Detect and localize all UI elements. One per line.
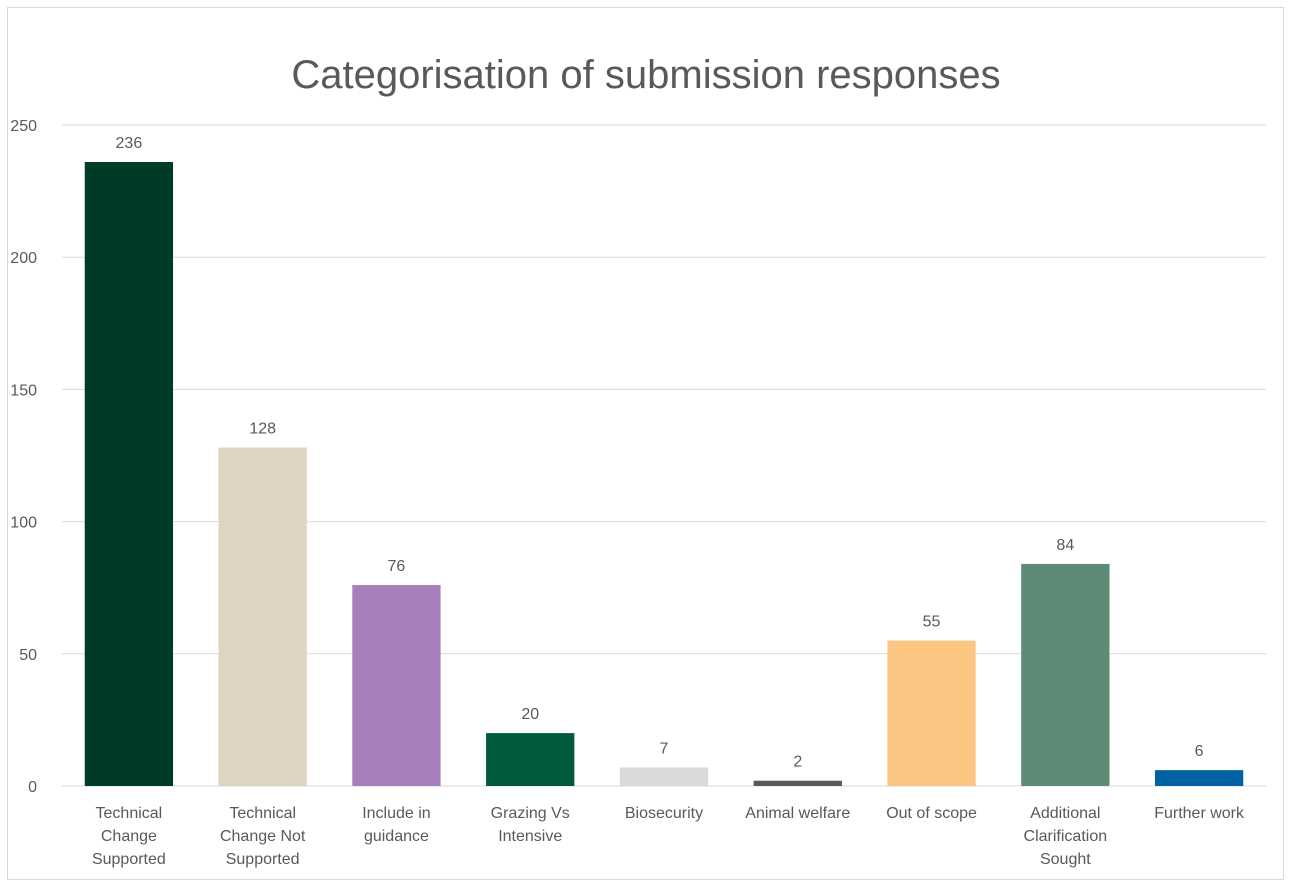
x-tick-label-line: Technical [96,805,163,822]
y-tick-label: 150 [10,382,37,399]
bar [352,585,441,786]
data-label: 76 [388,558,406,575]
x-tick-label: Animal welfare [745,805,850,822]
data-label: 6 [1195,743,1204,760]
bar [619,767,709,786]
x-tick-label-line: guidance [364,828,429,845]
x-tick-label-line: Biosecurity [625,805,703,822]
x-tick-label-line: Supported [226,851,300,868]
x-tick-label-line: Out of scope [886,805,977,822]
x-tick-label: Technical Change Supported [92,805,166,868]
x-tick-label-line: Include in [362,805,431,822]
x-tick-label: Include in guidance [362,805,431,845]
data-label: 2 [793,754,802,771]
data-label: 55 [923,614,941,631]
y-tick-label: 50 [19,647,37,664]
x-tick-label-line: Clarification [1024,828,1108,845]
bar [486,733,575,786]
x-tick-label: Grazing Vs Intensive [491,805,570,845]
bar [84,162,174,787]
data-label: 20 [521,706,539,723]
data-label: 236 [116,135,143,152]
y-axis-ticks: 0 50 100 150 200 250 [10,118,37,796]
value-labels: 236 128 76 20 7 2 55 84 6 [116,135,1204,771]
x-tick-label: Technical Change Not Supported [220,805,306,868]
data-label: 7 [660,740,669,757]
chart-frame: Categorisation of submission responses 0… [7,7,1284,880]
bars [84,162,1244,787]
bar [887,640,976,786]
x-tick-label-line: Change Not [220,828,306,845]
x-tick-label: Biosecurity [625,805,703,822]
x-tick-label-line: Further work [1154,805,1245,822]
y-tick-label: 200 [10,250,37,267]
bar [1154,770,1244,786]
bar [218,447,307,786]
bar [753,780,842,786]
bar-chart: Categorisation of submission responses 0… [10,53,1266,868]
x-tick-label-line: Animal welfare [745,805,850,822]
x-tick-label-line: Grazing Vs [491,805,570,822]
y-tick-label: 250 [10,118,37,135]
x-tick-label-line: Technical [229,805,296,822]
x-tick-label-line: Additional [1030,805,1100,822]
x-tick-label: Further work [1154,805,1245,822]
data-label: 128 [249,421,276,438]
x-tick-label: Out of scope [886,805,977,822]
x-tick-label-line: Sought [1040,851,1091,868]
x-tick-label-line: Change [101,828,157,845]
y-tick-label: 100 [10,515,37,532]
x-tick-label-line: Intensive [498,828,562,845]
y-tick-label: 0 [28,779,37,796]
bar [1021,563,1110,786]
x-axis-labels: Technical Change Supported Technical Change … [92,805,1245,868]
x-tick-label-line: Supported [92,851,166,868]
chart-title: Categorisation of submission responses [291,53,1000,97]
data-label: 84 [1056,537,1074,554]
x-tick-label: Additional Clarification Sought [1024,805,1108,868]
